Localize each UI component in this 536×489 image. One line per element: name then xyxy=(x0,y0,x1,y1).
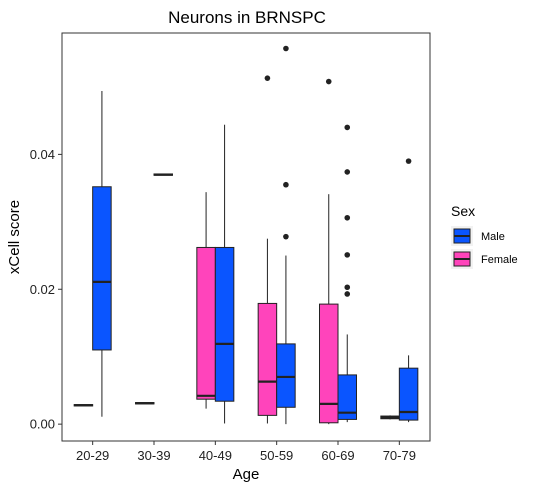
box-female-20-29 xyxy=(73,404,94,407)
box-male-20-29 xyxy=(92,90,112,417)
box-female-60-69 xyxy=(319,78,339,425)
x-tick-label: 60-69 xyxy=(321,448,354,463)
legend-label-male: Male xyxy=(481,231,505,243)
y-axis-title: xCell score xyxy=(6,200,23,274)
y-tick-label: 0.00 xyxy=(30,417,55,432)
chart-title: Neurons in BRNSPC xyxy=(168,8,326,27)
outlier-point xyxy=(283,45,289,52)
x-tick-label: 70-79 xyxy=(383,448,416,463)
box-male-50-59 xyxy=(276,45,296,425)
y-axis: 0.00 0.02 0.04 xyxy=(30,147,62,432)
outlier-point xyxy=(325,78,332,85)
x-tick-label: 30-39 xyxy=(137,448,170,463)
outlier-point xyxy=(344,291,351,297)
x-tick-label: 20-29 xyxy=(76,448,109,463)
iqr-box xyxy=(398,367,419,421)
box-female-40-49 xyxy=(196,192,216,409)
outlier-point xyxy=(264,75,271,81)
outlier-point xyxy=(344,169,351,175)
plot-marks xyxy=(73,45,419,425)
x-tick-label: 40-49 xyxy=(199,448,232,463)
outlier-point xyxy=(283,233,289,240)
iqr-box xyxy=(257,302,278,416)
outlier-point xyxy=(283,181,289,188)
iqr-box xyxy=(337,374,357,420)
box-male-40-49 xyxy=(214,124,235,424)
box-female-50-59 xyxy=(257,75,278,424)
box-male-30-39 xyxy=(153,173,173,176)
legend-label-female: Female xyxy=(481,254,518,266)
outlier-point xyxy=(344,214,351,221)
iqr-box xyxy=(92,186,112,351)
iqr-box xyxy=(276,343,296,408)
box-male-70-79 xyxy=(398,158,419,423)
box-male-60-69 xyxy=(337,124,357,423)
plot-panel xyxy=(61,32,431,442)
iqr-box xyxy=(319,303,339,424)
x-tick-label: 50-59 xyxy=(260,448,293,463)
outlier-point xyxy=(344,252,351,258)
iqr-box xyxy=(214,246,235,402)
outlier-point xyxy=(344,124,351,131)
iqr-box xyxy=(196,246,216,400)
legend: Sex Male Female xyxy=(451,203,518,269)
legend-title: Sex xyxy=(451,203,475,219)
y-tick-label: 0.02 xyxy=(30,282,55,297)
box-female-70-79 xyxy=(380,415,400,420)
outlier-point xyxy=(344,284,351,291)
y-tick-label: 0.04 xyxy=(30,147,55,162)
box-female-30-39 xyxy=(135,402,155,405)
outlier-point xyxy=(405,158,412,164)
x-axis: 20-29 30-39 40-49 50-59 60-69 70-79 xyxy=(76,441,416,463)
x-axis-title: Age xyxy=(233,466,260,483)
